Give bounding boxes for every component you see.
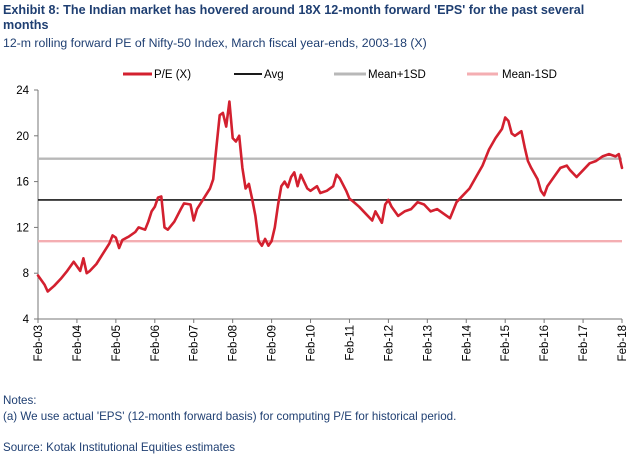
chart-subtitle: 12-m rolling forward PE of Nifty-50 Inde… <box>3 36 427 50</box>
x-tick-label: Feb-16 <box>539 325 551 361</box>
chart-marks <box>36 100 624 293</box>
x-tick-label: Feb-09 <box>267 325 279 361</box>
chart-title: Exhibit 8: The Indian market has hovered… <box>3 3 585 32</box>
y-tick-label: 16 <box>16 177 29 189</box>
y-tick-label: 12 <box>16 222 29 234</box>
pe-series-line <box>36 100 624 293</box>
x-tick-label: Feb-15 <box>500 325 512 361</box>
x-tick-label: Feb-06 <box>150 325 162 361</box>
y-tick-label: 20 <box>16 131 29 143</box>
x-tick-label: Feb-11 <box>344 325 356 361</box>
legend-avg-label: Avg <box>264 69 284 81</box>
note-a: (a) We use actual 'EPS' (12-month forwar… <box>3 410 457 423</box>
y-tick-label: 24 <box>16 85 29 97</box>
source-note: Source: Kotak Institutional Equities est… <box>3 441 235 454</box>
x-tick-label: Feb-04 <box>72 324 84 361</box>
legend-mean-minus-label: Mean-1SD <box>502 69 557 81</box>
x-tick-label: Feb-07 <box>189 325 201 361</box>
notes: Notes: (a) We use actual 'EPS' (12-month… <box>3 393 456 425</box>
x-tick-label: Feb-14 <box>461 324 473 361</box>
y-tick-label: 4 <box>23 314 30 326</box>
y-tick-label: 8 <box>23 268 29 280</box>
x-tick-label: Feb-13 <box>422 325 434 361</box>
legend: P/E (X) Avg Mean+1SD Mean-1SD <box>123 69 557 81</box>
pe-chart: P/E (X) Avg Mean+1SD Mean-1SD 4 8 12 16 20 24… <box>16 69 629 361</box>
x-tick-label: Feb-08 <box>228 325 240 361</box>
x-tick-label: Feb-12 <box>383 325 395 361</box>
x-tick-label: Feb-10 <box>306 325 318 361</box>
x-tick-label: Feb-18 <box>617 325 629 361</box>
x-tick-label: Feb-05 <box>111 325 123 361</box>
axes: 4 8 12 16 20 24 Feb-03 Feb-04 Feb-05 Feb-06 Feb-07… <box>16 85 629 361</box>
x-tick-label: Feb-03 <box>33 325 45 361</box>
legend-pe-label: P/E (X) <box>154 69 191 81</box>
x-tick-label: Feb-17 <box>578 325 590 361</box>
notes-heading: Notes: <box>3 394 37 407</box>
legend-mean-plus-label: Mean+1SD <box>368 69 426 81</box>
